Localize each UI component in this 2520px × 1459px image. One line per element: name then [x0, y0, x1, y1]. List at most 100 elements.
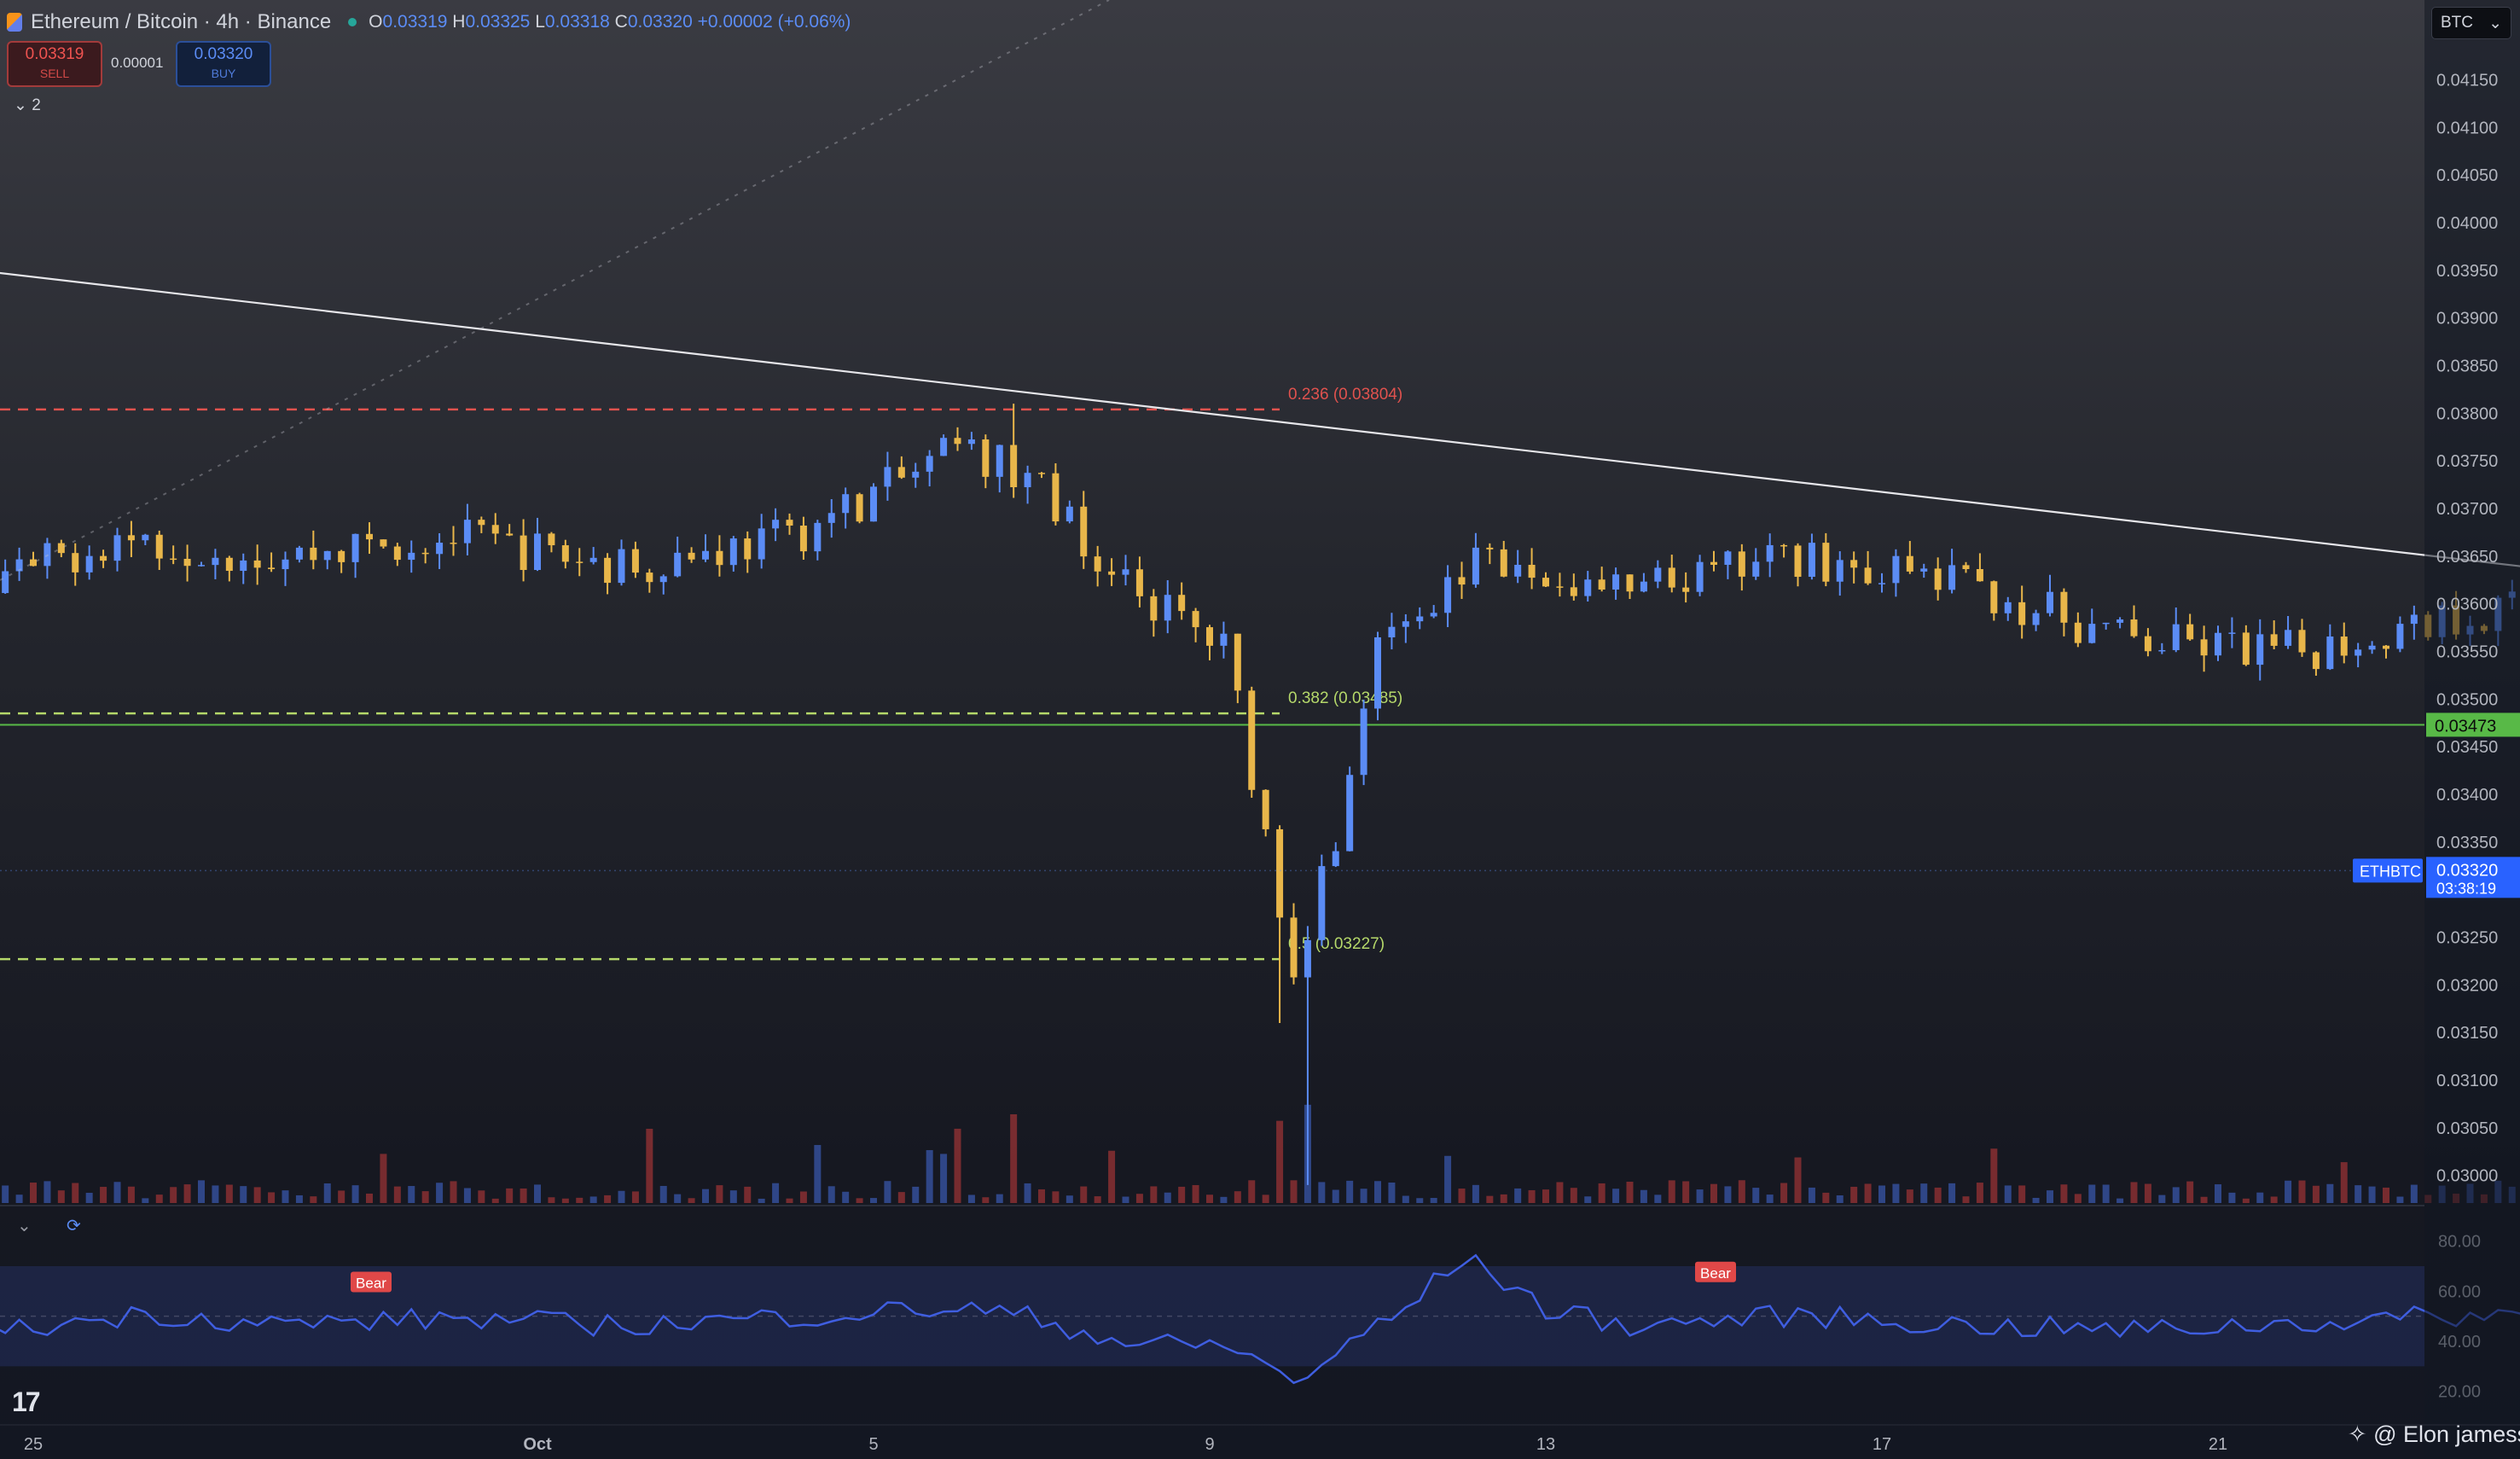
candle-body: [1850, 560, 1858, 568]
volume-bar: [2047, 1190, 2053, 1203]
candle-body: [295, 547, 303, 560]
buy-price: 0.03320: [194, 45, 253, 63]
ohlc-readout: O0.03319 H0.03325 L0.03318 C0.03320 +0.0…: [369, 12, 851, 32]
volume-bar: [1318, 1182, 1326, 1203]
rsi-pane: 80.0060.0040.0020.00BearBearBullBull: [0, 1205, 2520, 1402]
volume-bar: [1612, 1189, 1620, 1203]
volume-bar: [1178, 1186, 1186, 1203]
candle-body: [604, 557, 612, 584]
candle-body: [212, 557, 219, 566]
candle-body: [1738, 551, 1745, 577]
candle-body: [659, 576, 667, 583]
volume-bar: [2004, 1185, 2012, 1203]
candle-body: [2018, 602, 2026, 625]
candle-body: [2144, 636, 2151, 652]
candle-body: [380, 539, 387, 547]
candle-body: [2355, 649, 2362, 656]
volume-bar: [1248, 1180, 1256, 1203]
price-tick-label: 0.04050: [2436, 166, 2498, 185]
volume-bar: [1780, 1183, 1788, 1203]
candle-body: [561, 545, 569, 562]
sell-button[interactable]: 0.03319 SELL: [7, 41, 102, 87]
rsi-signal-badge: [351, 1271, 392, 1293]
refresh-icon[interactable]: ⟳: [67, 1217, 81, 1235]
volume-bar: [758, 1198, 765, 1203]
price-tick-label: 0.03400: [2436, 786, 2498, 805]
candle-body: [1108, 571, 1116, 575]
volume-bar: [786, 1198, 793, 1203]
volume-bar: [1752, 1188, 1760, 1203]
candle-body: [1640, 581, 1647, 592]
candle-body: [1542, 578, 1549, 587]
candle-body: [1416, 616, 1424, 622]
volume-bar: [631, 1191, 639, 1203]
collapse-pane-icon[interactable]: ⌄: [17, 1217, 32, 1235]
candle-body: [548, 533, 555, 546]
volume-bar: [688, 1198, 695, 1203]
volume-bar: [30, 1183, 37, 1203]
volume-bar: [870, 1198, 877, 1203]
candle-body: [506, 533, 514, 536]
volume-bar: [1584, 1196, 1592, 1203]
volume-bar: [2032, 1197, 2040, 1203]
broadcast-icon: ✧: [2348, 1421, 2374, 1447]
volume-bar: [1346, 1180, 1354, 1203]
volume-bar: [1990, 1148, 1998, 1203]
currency-select[interactable]: BTC ⌄: [2431, 7, 2511, 39]
buy-label: BUY: [211, 67, 236, 80]
candle-body: [2368, 645, 2376, 650]
candle-body: [1150, 596, 1158, 621]
volume-bar: [1514, 1188, 1522, 1203]
volume-bar: [589, 1196, 597, 1203]
volume-bar: [1570, 1188, 1577, 1203]
candle-body: [268, 567, 276, 570]
volume-bar: [2285, 1180, 2292, 1203]
price-tick-label: 0.03000: [2436, 1167, 2498, 1186]
volume-bar: [897, 1192, 905, 1203]
candle-body: [1332, 851, 1339, 867]
candle-body: [393, 546, 401, 561]
indicators-toggle[interactable]: ⌄ 2: [14, 96, 41, 114]
candle-body: [1864, 567, 1872, 584]
last-price-label: 0.03320: [2436, 861, 2498, 880]
candle-body: [1752, 561, 1760, 577]
candle-body: [1206, 627, 1213, 646]
volume-bar: [1164, 1192, 1171, 1203]
volume-bar: [1276, 1120, 1284, 1203]
candle-body: [646, 573, 653, 583]
symbol-title[interactable]: Ethereum / Bitcoin · 4h · Binance: [31, 10, 332, 33]
buy-button[interactable]: 0.03320 BUY: [176, 41, 271, 87]
volume-bar: [323, 1183, 331, 1203]
candle-body: [1234, 633, 1241, 691]
last-price-tag: [2426, 857, 2520, 898]
price-tick-label: 0.03900: [2436, 310, 2498, 328]
volume-bar: [2074, 1194, 2082, 1203]
volume-bar: [142, 1198, 149, 1203]
volume-bar: [814, 1144, 822, 1203]
volume-bar: [268, 1192, 276, 1203]
price-tick-label: 0.03100: [2436, 1072, 2498, 1090]
volume-bar: [198, 1180, 205, 1203]
candle-body: [1220, 633, 1228, 646]
volume-bar: [2158, 1195, 2166, 1203]
support-price-label: 0.03473: [2435, 717, 2496, 735]
eth-btc-logo-icon: [7, 13, 22, 32]
volume-bar: [1010, 1113, 1018, 1203]
candle-body: [799, 526, 807, 552]
volume-bar: [2200, 1196, 2208, 1203]
volume-bar: [1458, 1189, 1466, 1203]
candle-body: [1822, 543, 1830, 582]
candle-body: [2102, 622, 2110, 625]
volume-bar: [1065, 1195, 1073, 1203]
candle-body: [15, 559, 23, 572]
candle-body: [1164, 595, 1171, 621]
volume-bar: [2312, 1185, 2320, 1203]
descending-trendline: [0, 271, 2520, 567]
candle-body: [729, 538, 737, 566]
volume-bar: [44, 1181, 51, 1203]
volume-bar: [1864, 1183, 1872, 1203]
volume-bar: [1234, 1191, 1241, 1203]
candle-body: [1598, 579, 1605, 590]
